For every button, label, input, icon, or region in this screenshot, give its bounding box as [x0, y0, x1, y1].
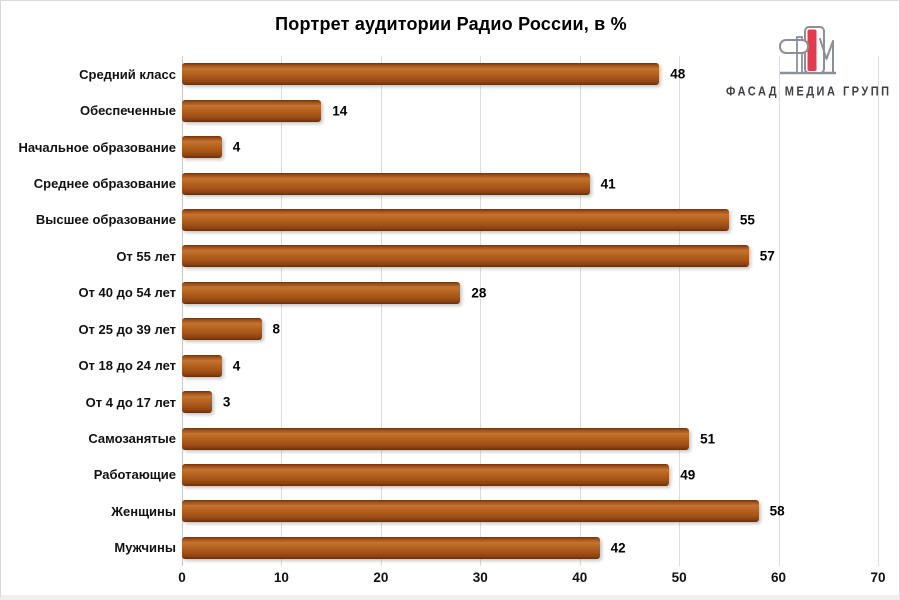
category-label: Начальное образование — [18, 139, 176, 155]
bar — [182, 318, 262, 341]
bar-value-label: 42 — [610, 540, 626, 556]
category-label: Высшее образование — [35, 212, 176, 228]
bar-value-label: 58 — [769, 503, 785, 519]
bar-row: 4 — [182, 136, 878, 159]
bar-row: 57 — [182, 245, 878, 268]
category-label: Обеспеченные — [79, 103, 176, 119]
bar — [182, 354, 222, 377]
company-logo: ФАСАД МЕДИА ГРУПП — [726, 23, 892, 99]
bar — [182, 281, 461, 304]
x-tick-label: 50 — [671, 570, 687, 585]
bar — [182, 99, 322, 122]
x-tick-label: 0 — [178, 570, 186, 585]
chart-title: Портрет аудитории Радио России, в % — [275, 14, 627, 34]
bar-value-label: 8 — [272, 321, 281, 337]
category-label: От 4 до 17 лет — [85, 394, 176, 410]
category-label: Работающие — [93, 467, 176, 483]
gridline — [878, 56, 879, 566]
bar-value-label: 3 — [222, 394, 231, 410]
bar-value-label: 28 — [471, 285, 487, 301]
gridline — [778, 56, 780, 566]
category-label: Мужчины — [114, 540, 176, 556]
bar-row: 4 — [182, 354, 878, 377]
bar-value-label: 55 — [739, 212, 755, 228]
bar-row: 55 — [182, 208, 878, 231]
bar-value-label: 57 — [759, 248, 775, 264]
x-tick-label: 70 — [870, 570, 886, 585]
category-label: Самозанятые — [88, 431, 176, 446]
x-tick-label: 20 — [373, 570, 389, 585]
category-label: Женщины — [111, 503, 176, 519]
bar — [182, 245, 749, 268]
bar-row: 28 — [182, 281, 878, 304]
bar-value-label: 51 — [700, 430, 716, 446]
gridline — [281, 56, 283, 566]
bar — [182, 500, 759, 523]
bar-row: 8 — [182, 318, 878, 341]
category-label: От 18 до 24 лет — [78, 358, 176, 374]
company-logo-text: ФАСАД МЕДИА ГРУПП — [726, 85, 892, 99]
value-axis: 0 10 20 30 40 50 60 70 — [178, 570, 885, 595]
plot-area: 48 14 4 41 55 57 28 8 4 3 51 49 58 42 — [182, 56, 879, 566]
bar-row: 3 — [182, 391, 878, 414]
gridline — [579, 56, 581, 566]
bar-row: 14 — [182, 99, 878, 122]
bar-row: 41 — [182, 172, 878, 195]
bar-value-label: 4 — [232, 139, 241, 155]
bar — [182, 208, 729, 231]
bar-row: 49 — [182, 463, 878, 486]
gridline — [380, 56, 382, 566]
bar-value-label: 41 — [600, 175, 616, 191]
bar — [182, 136, 222, 159]
gridline — [182, 56, 183, 566]
category-label: От 40 до 54 лет — [78, 285, 176, 301]
bar — [182, 463, 670, 486]
bar-row: 51 — [182, 427, 878, 450]
category-label: От 25 до 39 лет — [78, 321, 176, 337]
bar — [182, 391, 212, 414]
bar-value-label: 49 — [680, 467, 696, 483]
bar — [182, 536, 600, 559]
gridline — [679, 56, 681, 566]
x-tick-label: 60 — [771, 570, 787, 585]
bar-row: 48 — [182, 63, 878, 86]
category-label: От 55 лет — [116, 248, 176, 264]
bar-value-label: 48 — [670, 66, 686, 82]
x-tick-label: 40 — [572, 570, 588, 585]
bar — [182, 427, 690, 450]
bar-value-label: 14 — [332, 102, 348, 118]
x-tick-label: 30 — [472, 570, 488, 585]
x-tick-label: 10 — [273, 570, 289, 585]
category-label: Средний класс — [79, 66, 176, 82]
building-monogram-icon — [776, 23, 842, 82]
bar-row: 42 — [182, 536, 878, 559]
category-label: Среднее образование — [33, 176, 176, 191]
gridline — [480, 56, 482, 566]
category-axis: Средний класс Обеспеченные Начальное образ… — [1, 56, 176, 566]
bar-row: 58 — [182, 500, 878, 523]
bar — [182, 172, 590, 195]
bar — [182, 63, 660, 86]
bar-value-label: 4 — [232, 357, 241, 373]
